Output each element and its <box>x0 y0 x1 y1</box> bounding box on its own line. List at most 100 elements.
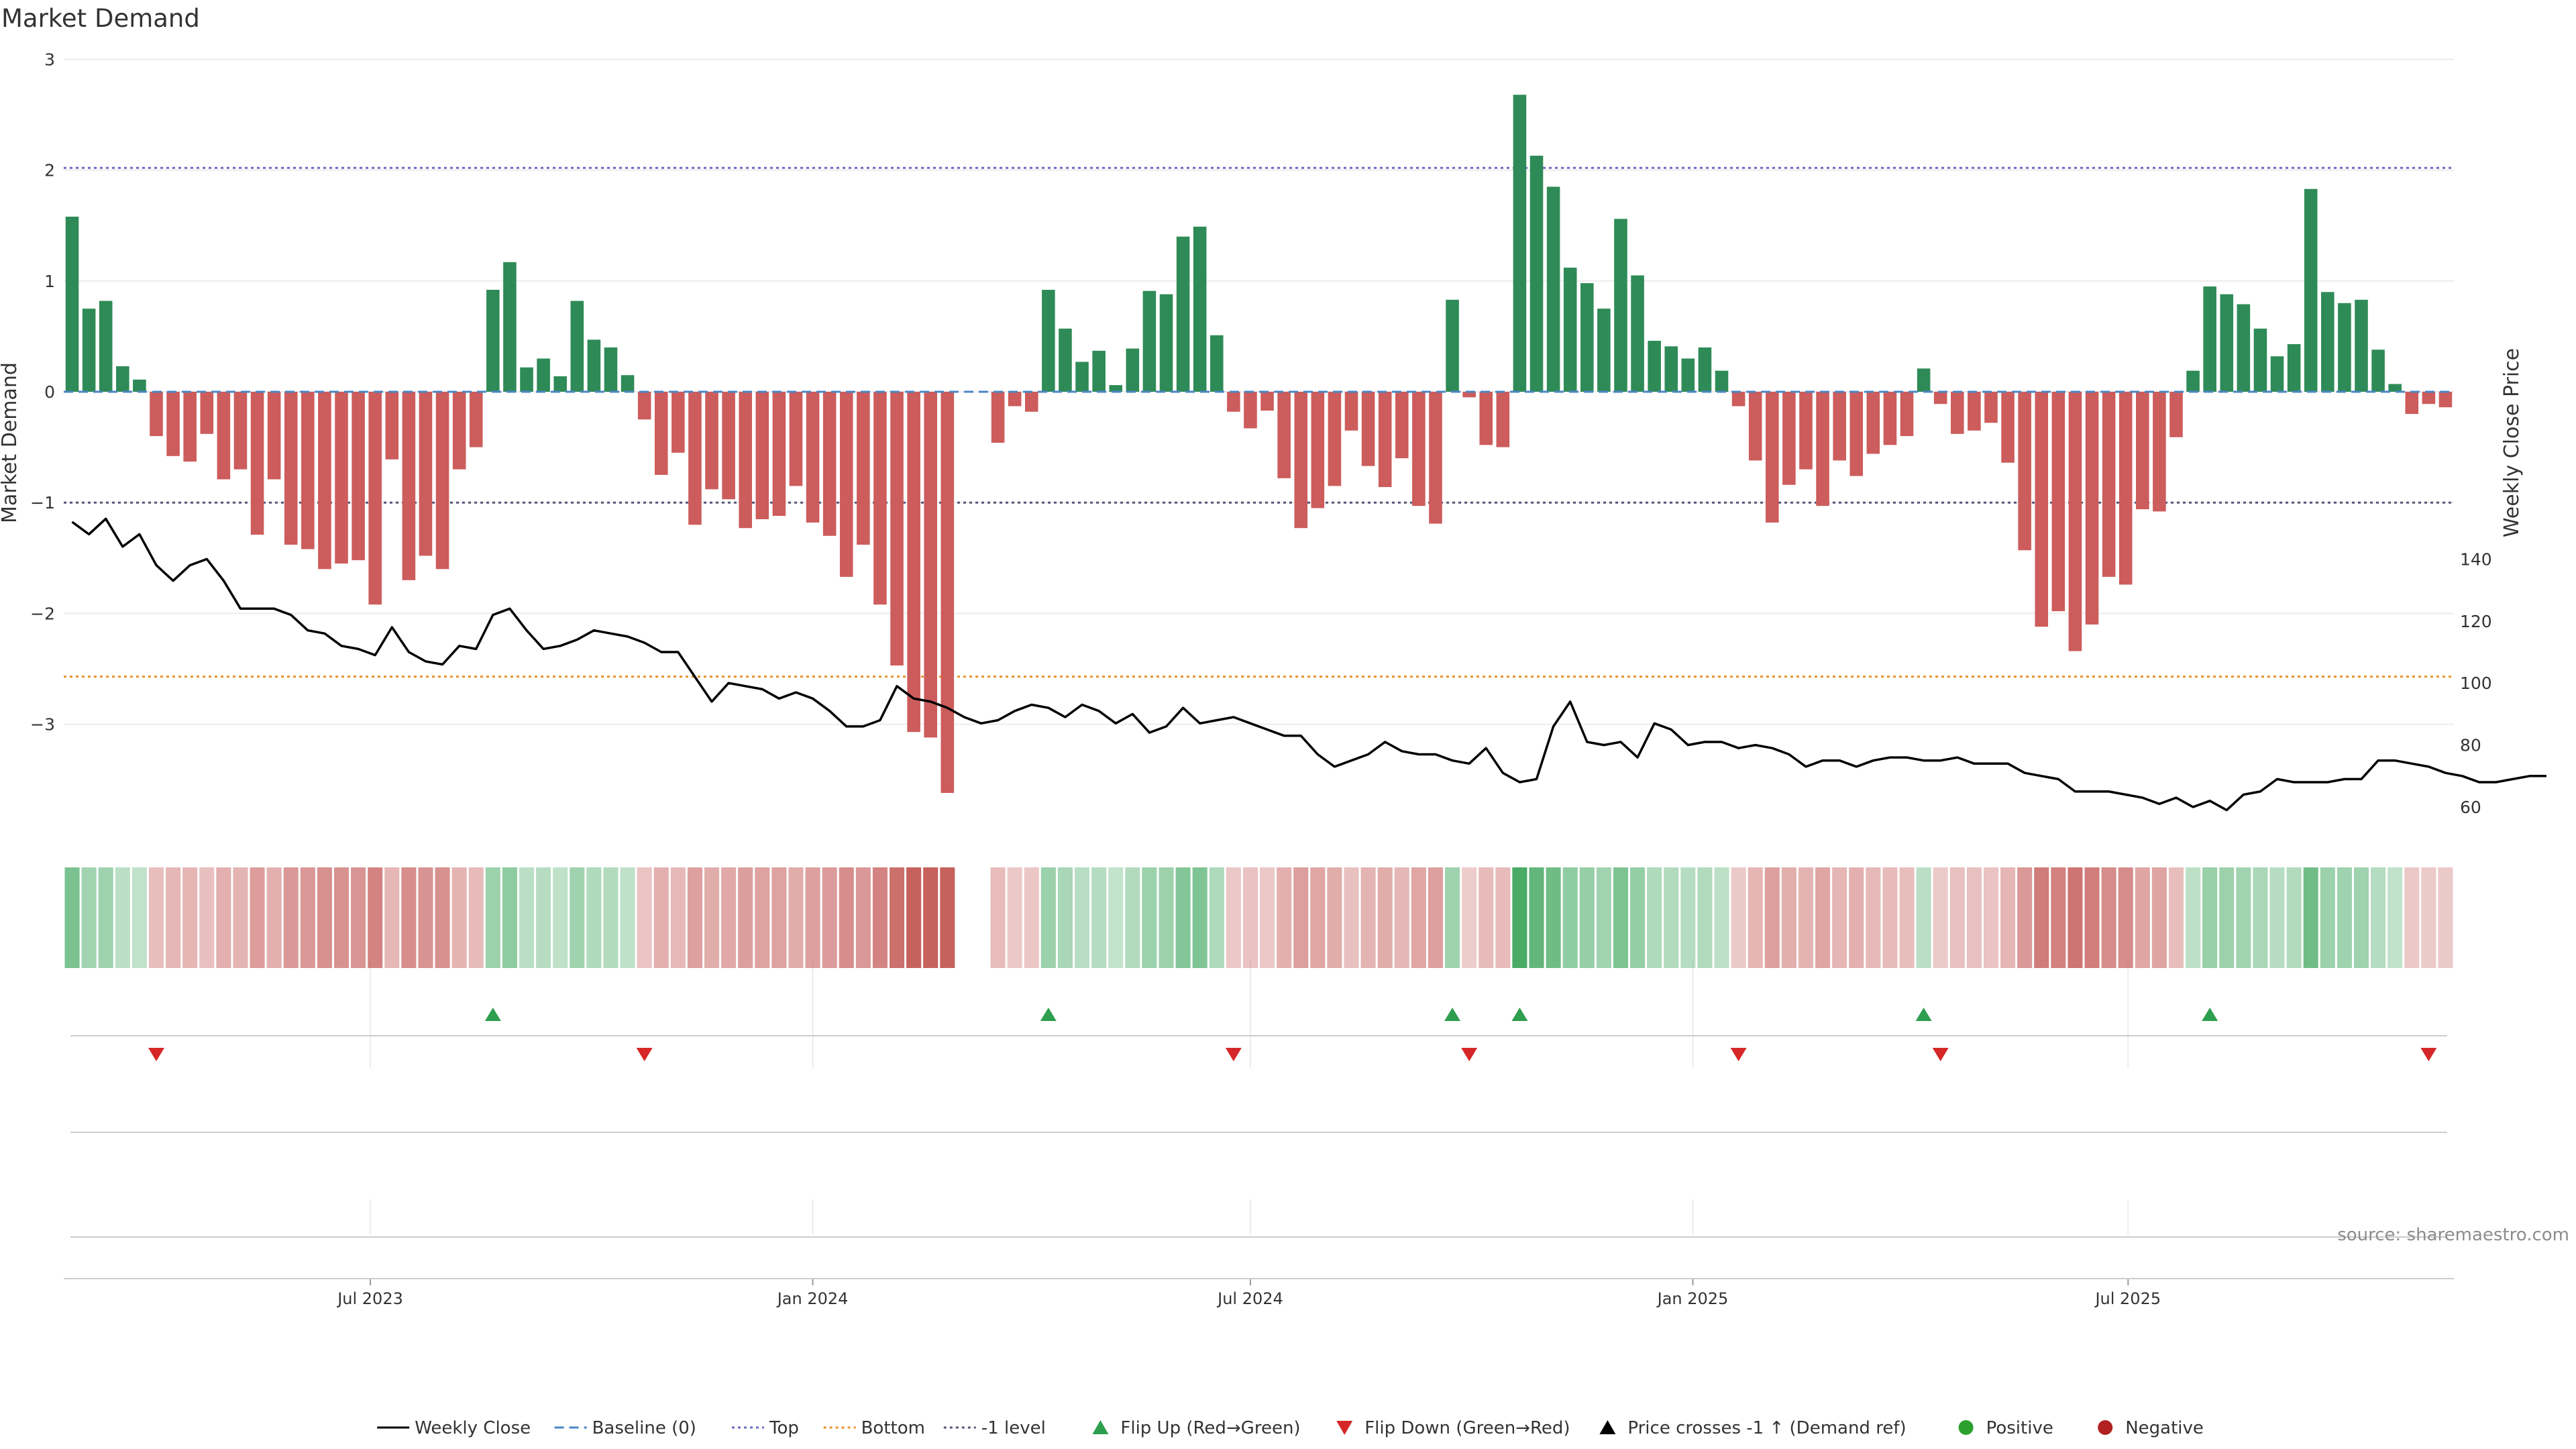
demand-bar <box>1513 95 1527 392</box>
strip-cell <box>1209 867 1224 968</box>
demand-bar <box>1294 392 1308 529</box>
demand-bar <box>250 392 264 535</box>
weekly-close-line <box>71 517 2546 812</box>
legend-label: Negative <box>2125 1418 2204 1438</box>
demand-bar <box>553 376 567 392</box>
strip-cell <box>687 867 702 968</box>
demand-bar <box>2287 343 2301 392</box>
demand-bar <box>1176 236 1190 392</box>
demand-bar <box>806 392 820 523</box>
legend-item: Bottom <box>823 1418 925 1438</box>
flip-down-marker <box>1225 1048 1242 1061</box>
demand-bar <box>1866 392 1880 454</box>
strip-cell <box>2068 867 2083 968</box>
demand-bar <box>402 392 416 580</box>
demand-bar <box>166 392 180 456</box>
strip-cell <box>2219 867 2235 968</box>
strip-cell <box>670 867 686 968</box>
strip-cell <box>2371 867 2386 968</box>
strip-cell <box>2101 867 2116 968</box>
strip-cell <box>2168 867 2184 968</box>
demand-bar <box>2068 392 2082 651</box>
demand-bar <box>116 366 129 392</box>
demand-bar <box>435 392 449 570</box>
demand-bar <box>133 379 146 392</box>
demand-bar <box>2338 303 2351 392</box>
flip-markers <box>148 1008 2437 1061</box>
strip-cell <box>1159 867 1174 968</box>
demand-bar <box>1378 392 1392 488</box>
y-tick-label: 0 <box>44 382 55 402</box>
strip-cell <box>637 867 652 968</box>
demand-bar <box>2220 294 2234 392</box>
strip-cell <box>1040 867 1056 968</box>
strip-cell <box>738 867 753 968</box>
demand-bar <box>1933 392 1947 405</box>
legend-label: Price crosses -1 ↑ (Demand ref) <box>1627 1418 1906 1438</box>
strip-cell <box>81 867 97 968</box>
demand-bar <box>1849 392 1864 476</box>
demand-bar <box>200 392 214 434</box>
flip-down-marker <box>636 1048 653 1061</box>
strip-cell <box>300 867 315 968</box>
demand-bar <box>2355 299 2368 392</box>
legend-item: Price crosses -1 ↑ (Demand ref) <box>1599 1418 1907 1438</box>
flip-up-marker <box>1511 1008 1528 1021</box>
strip-cell <box>115 867 130 968</box>
strip-cell <box>653 867 669 968</box>
demand-bar <box>1715 370 1729 392</box>
demand-bar <box>822 392 837 536</box>
demand-bar <box>520 367 533 392</box>
strip-cell <box>351 867 366 968</box>
strip-cell <box>485 867 500 968</box>
strip-cell <box>1007 867 1022 968</box>
strip-cell <box>771 867 787 968</box>
demand-bar <box>1142 290 1157 392</box>
strip-cell <box>923 867 938 968</box>
legend-swatch <box>1958 1420 1974 1435</box>
strip-cell <box>889 867 905 968</box>
demand-bar <box>2304 189 2318 392</box>
demand-bar <box>2438 392 2453 408</box>
demand-bar <box>739 392 752 529</box>
legend-item: Flip Up (Red→Green) <box>1092 1418 1301 1438</box>
strip-cell <box>536 867 551 968</box>
strip-cell <box>216 867 231 968</box>
demand-bar <box>857 392 870 545</box>
demand-bar <box>1311 392 1325 508</box>
strip-cell <box>451 867 467 968</box>
demand-bar <box>2153 392 2166 512</box>
strip-cell <box>872 867 888 968</box>
demand-bar <box>907 392 920 733</box>
legend-swatch <box>1336 1421 1353 1435</box>
demand-bar <box>1462 392 1476 398</box>
demand-bar <box>2237 304 2251 392</box>
demand-bar <box>688 392 702 525</box>
demand-bar <box>150 392 163 437</box>
strip-cell <box>855 867 871 968</box>
legend-item: -1 level <box>943 1418 1046 1438</box>
strip-cell <box>502 867 517 968</box>
strip-cell <box>1916 867 1931 968</box>
demand-bar <box>1546 186 1560 392</box>
y2-axis-title: Weekly Close Price <box>2500 348 2524 537</box>
y2-tick-label: 60 <box>2460 798 2481 817</box>
strip-cell <box>1479 867 1494 968</box>
strip-cell <box>822 867 837 968</box>
demand-bar <box>705 392 718 490</box>
strip-cell <box>788 867 804 968</box>
demand-bar <box>1766 392 1779 523</box>
demand-bar <box>1277 392 1291 478</box>
demand-bar <box>1361 392 1375 466</box>
strip-cell <box>2084 867 2100 968</box>
legend-swatch <box>2098 1420 2113 1435</box>
demand-bar <box>1968 392 1981 431</box>
strip-cell <box>1832 867 1847 968</box>
strip-cell <box>1310 867 1326 968</box>
demand-bar <box>1799 392 1813 470</box>
strip-cell <box>2320 867 2335 968</box>
demand-bar <box>1597 309 1611 392</box>
strip-cell <box>131 867 147 968</box>
strip-cell <box>384 867 400 968</box>
